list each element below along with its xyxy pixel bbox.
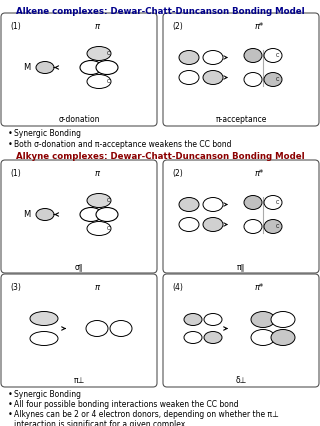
Ellipse shape: [36, 61, 54, 74]
Ellipse shape: [30, 311, 58, 325]
Text: σ∥: σ∥: [75, 262, 83, 271]
Text: (2): (2): [172, 22, 183, 31]
Text: C: C: [107, 198, 110, 203]
Ellipse shape: [30, 331, 58, 345]
Ellipse shape: [244, 72, 262, 86]
Text: C: C: [107, 226, 110, 231]
FancyBboxPatch shape: [163, 274, 319, 387]
Ellipse shape: [86, 320, 108, 337]
Ellipse shape: [203, 218, 223, 231]
Ellipse shape: [203, 70, 223, 84]
Text: •: •: [8, 410, 13, 419]
Ellipse shape: [204, 331, 222, 343]
Text: M: M: [23, 63, 31, 72]
Ellipse shape: [179, 70, 199, 84]
Text: σ-donation: σ-donation: [58, 115, 100, 124]
Text: •: •: [8, 400, 13, 409]
Text: •: •: [8, 390, 13, 399]
Text: C: C: [276, 200, 279, 205]
FancyBboxPatch shape: [163, 13, 319, 126]
Ellipse shape: [264, 196, 282, 210]
Ellipse shape: [271, 329, 295, 345]
FancyBboxPatch shape: [163, 160, 319, 273]
Ellipse shape: [87, 46, 111, 60]
Text: π: π: [94, 169, 99, 178]
Ellipse shape: [264, 219, 282, 233]
Ellipse shape: [36, 208, 54, 221]
Ellipse shape: [264, 49, 282, 63]
Text: C: C: [276, 224, 279, 229]
Ellipse shape: [110, 320, 132, 337]
Text: π*: π*: [254, 169, 263, 178]
Ellipse shape: [80, 207, 102, 222]
Ellipse shape: [184, 331, 202, 343]
Text: C: C: [276, 77, 279, 82]
Ellipse shape: [244, 219, 262, 233]
Text: δ⊥: δ⊥: [236, 376, 247, 385]
Ellipse shape: [184, 314, 202, 325]
Text: π*: π*: [254, 283, 263, 292]
Ellipse shape: [179, 198, 199, 211]
Ellipse shape: [179, 51, 199, 64]
Ellipse shape: [251, 311, 275, 328]
Ellipse shape: [96, 207, 118, 222]
Text: (3): (3): [10, 283, 21, 292]
Text: M: M: [23, 210, 31, 219]
Text: C: C: [107, 79, 110, 84]
Ellipse shape: [87, 193, 111, 207]
Ellipse shape: [203, 51, 223, 64]
Text: C: C: [107, 51, 110, 56]
Ellipse shape: [96, 60, 118, 75]
Text: Alkene complexes: Dewar-Chatt-Duncanson Bonding Model: Alkene complexes: Dewar-Chatt-Duncanson …: [16, 7, 304, 16]
FancyBboxPatch shape: [1, 274, 157, 387]
Ellipse shape: [251, 329, 275, 345]
Text: (1): (1): [10, 22, 21, 31]
Text: Synergic Bonding: Synergic Bonding: [14, 129, 81, 138]
Text: •: •: [8, 140, 13, 149]
Text: Synergic Bonding: Synergic Bonding: [14, 390, 81, 399]
Text: π: π: [94, 283, 99, 292]
Ellipse shape: [204, 314, 222, 325]
Text: •: •: [8, 129, 13, 138]
Text: C: C: [276, 53, 279, 58]
Text: π-acceptance: π-acceptance: [215, 115, 267, 124]
Text: Alkynes can be 2 or 4 electron donors, depending on whether the π⊥ interaction i: Alkynes can be 2 or 4 electron donors, d…: [14, 410, 279, 426]
Ellipse shape: [179, 218, 199, 231]
Ellipse shape: [87, 222, 111, 236]
Text: Alkyne complexes: Dewar-Chatt-Duncanson Bonding Model: Alkyne complexes: Dewar-Chatt-Duncanson …: [16, 152, 304, 161]
Text: Both σ-donation and π-acceptance weakens the CC bond: Both σ-donation and π-acceptance weakens…: [14, 140, 231, 149]
Ellipse shape: [80, 60, 102, 75]
FancyBboxPatch shape: [1, 13, 157, 126]
Ellipse shape: [203, 198, 223, 211]
Ellipse shape: [244, 49, 262, 63]
Ellipse shape: [271, 311, 295, 328]
FancyBboxPatch shape: [1, 160, 157, 273]
Text: π*: π*: [254, 22, 263, 31]
Text: All four possible bonding interactions weaken the CC bond: All four possible bonding interactions w…: [14, 400, 239, 409]
Text: (4): (4): [172, 283, 183, 292]
Ellipse shape: [244, 196, 262, 210]
Ellipse shape: [264, 72, 282, 86]
Text: π∥: π∥: [237, 262, 245, 271]
Text: (1): (1): [10, 169, 21, 178]
Ellipse shape: [87, 75, 111, 89]
Text: π⊥: π⊥: [73, 376, 84, 385]
Text: (2): (2): [172, 169, 183, 178]
Text: π: π: [94, 22, 99, 31]
